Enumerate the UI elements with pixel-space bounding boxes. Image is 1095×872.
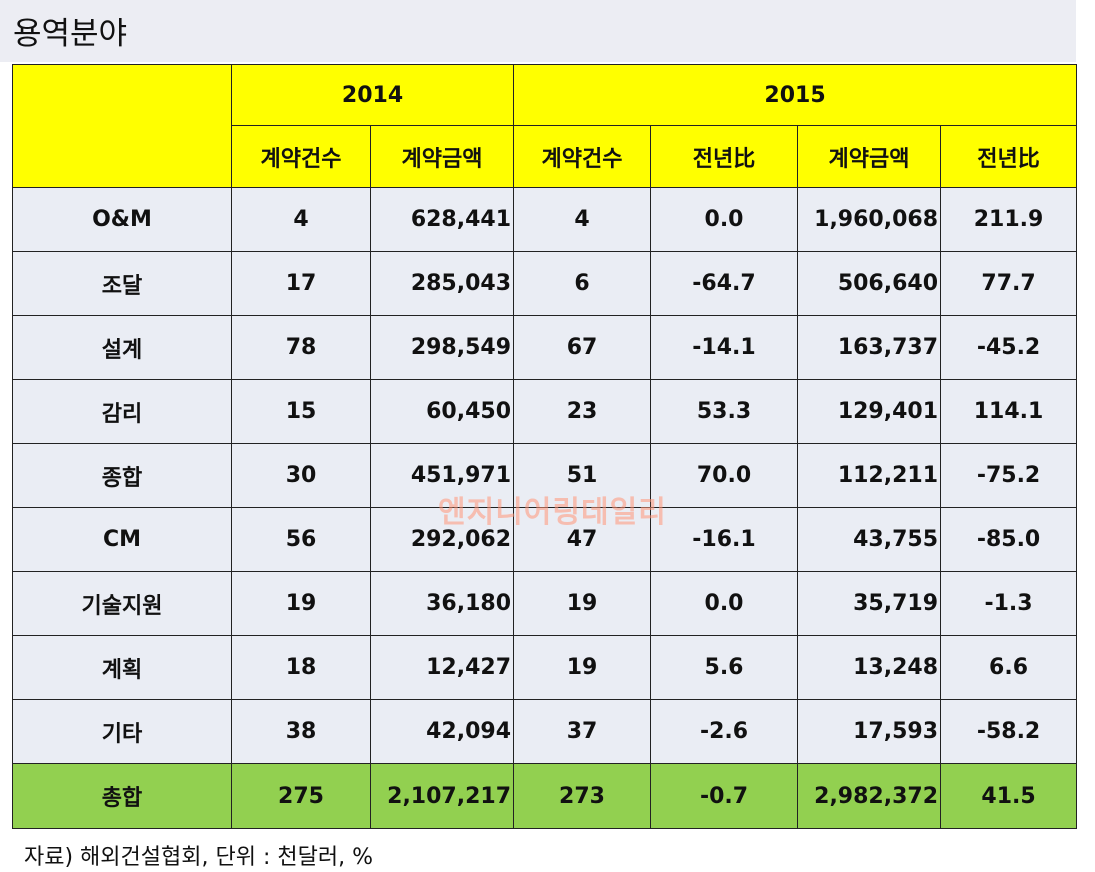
cell-category: 감리 [12,379,232,444]
cell-count-yoy: -64.7 [650,251,799,316]
cell-amount-yoy: 114.1 [940,379,1078,444]
corner-cell [12,64,232,188]
cell-count-2014: 19 [231,571,371,636]
cell-amount-yoy: -1.3 [940,571,1078,636]
table-row: 조달 17 285,043 6 -64.7 506,640 77.7 [12,251,1078,316]
header-count-yoy: 전년比 [650,125,799,188]
cell-amount-yoy: -75.2 [940,443,1078,508]
page-title: 용역분야 [13,16,128,52]
cell-count-yoy: -16.1 [650,507,799,572]
year-2014-header: 2014 [230,64,515,126]
cell-count-2015: 51 [513,443,652,508]
cell-count-yoy: 53.3 [650,379,799,444]
cell-category: O&M [12,187,232,252]
cell-count-yoy: 0.0 [650,187,799,252]
cell-amount-2014: 285,043 [369,251,515,316]
cell-count-2015: 67 [513,315,652,380]
cell-amount-2015: 129,401 [797,379,942,444]
cell-count-2014: 78 [231,315,371,380]
cell-amount-yoy: -58.2 [940,699,1078,764]
cell-count-yoy: -2.6 [650,699,799,764]
cell-amount-2014: 36,180 [369,571,515,636]
cell-count-yoy: 0.0 [650,571,799,636]
cell-count-2014: 56 [231,507,371,572]
year-2015-header: 2015 [513,64,1078,126]
cell-count-2015: 37 [513,699,652,764]
cell-amount-yoy: -45.2 [940,315,1078,380]
cell-count-yoy: 70.0 [650,443,799,508]
contract-table: 2014 2015 계약건수 계약금액 계약건수 전년比 계약금액 전년比 O&… [12,64,1078,829]
cell-count-yoy: -14.1 [650,315,799,380]
cell-amount-yoy: -85.0 [940,507,1078,572]
cell-amount-2014: 42,094 [369,699,515,764]
total-count-2015: 273 [513,763,652,829]
table-row: 감리 15 60,450 23 53.3 129,401 114.1 [12,379,1078,444]
table-row: 계획 18 12,427 19 5.6 13,248 6.6 [12,635,1078,700]
cell-amount-2014: 451,971 [369,443,515,508]
cell-category: 설계 [12,315,232,380]
cell-amount-2015: 163,737 [797,315,942,380]
cell-amount-yoy: 6.6 [940,635,1078,700]
cell-amount-2015: 1,960,068 [797,187,942,252]
cell-amount-2014: 60,450 [369,379,515,444]
cell-count-yoy: 5.6 [650,635,799,700]
column-header-row: 계약건수 계약금액 계약건수 전년比 계약금액 전년比 [13,125,1078,188]
cell-amount-yoy: 77.7 [940,251,1078,316]
title-bar: 용역분야 [0,0,1076,62]
table-row: 기술지원 19 36,180 19 0.0 35,719 -1.3 [12,571,1078,636]
table-row: 설계 78 298,549 67 -14.1 163,737 -45.2 [12,315,1078,380]
source-note: 자료) 해외건설협회, 단위 : 천달러, % [24,845,373,870]
cell-count-2015: 47 [513,507,652,572]
cell-category: 조달 [12,251,232,316]
year-header-row: 2014 2015 [12,64,1078,188]
cell-amount-2015: 13,248 [797,635,942,700]
table-row: 종합 30 451,971 51 70.0 112,211 -75.2 [12,443,1078,508]
total-count-yoy: -0.7 [650,763,799,829]
total-row: 총합 275 2,107,217 273 -0.7 2,982,372 41.5 [12,763,1078,829]
cell-category: CM [12,507,232,572]
cell-amount-2014: 12,427 [369,635,515,700]
cell-amount-2014: 628,441 [369,187,515,252]
cell-count-2015: 19 [513,635,652,700]
cell-amount-2015: 43,755 [797,507,942,572]
header-amount-2015: 계약금액 [797,125,942,188]
cell-category: 종합 [12,443,232,508]
total-count-2014: 275 [231,763,371,829]
cell-amount-2015: 112,211 [797,443,942,508]
total-category: 총합 [12,763,232,829]
total-amount-2014: 2,107,217 [369,763,515,829]
cell-count-2014: 38 [231,699,371,764]
cell-count-2014: 18 [231,635,371,700]
header-amount-yoy: 전년比 [940,125,1078,188]
cell-amount-2015: 506,640 [797,251,942,316]
cell-count-2014: 17 [231,251,371,316]
cell-amount-2014: 298,549 [369,315,515,380]
header-count-2015: 계약건수 [513,125,652,188]
total-amount-2015: 2,982,372 [797,763,942,829]
cell-category: 기타 [12,699,232,764]
total-amount-yoy: 41.5 [940,763,1078,829]
table-row: 기타 38 42,094 37 -2.6 17,593 -58.2 [12,699,1078,764]
cell-count-2015: 6 [513,251,652,316]
cell-count-2014: 30 [231,443,371,508]
cell-amount-yoy: 211.9 [940,187,1078,252]
header-amount-2014: 계약금액 [369,125,515,188]
cell-count-2015: 4 [513,187,652,252]
cell-count-2014: 15 [231,379,371,444]
cell-count-2014: 4 [231,187,371,252]
cell-category: 계획 [12,635,232,700]
table-row: O&M 4 628,441 4 0.0 1,960,068 211.9 [12,187,1078,252]
cell-amount-2015: 17,593 [797,699,942,764]
cell-category: 기술지원 [12,571,232,636]
cell-count-2015: 19 [513,571,652,636]
table-row: CM 56 292,062 47 -16.1 43,755 -85.0 [12,507,1078,572]
cell-count-2015: 23 [513,379,652,444]
header-count-2014: 계약건수 [231,125,371,188]
cell-amount-2014: 292,062 [369,507,515,572]
cell-amount-2015: 35,719 [797,571,942,636]
